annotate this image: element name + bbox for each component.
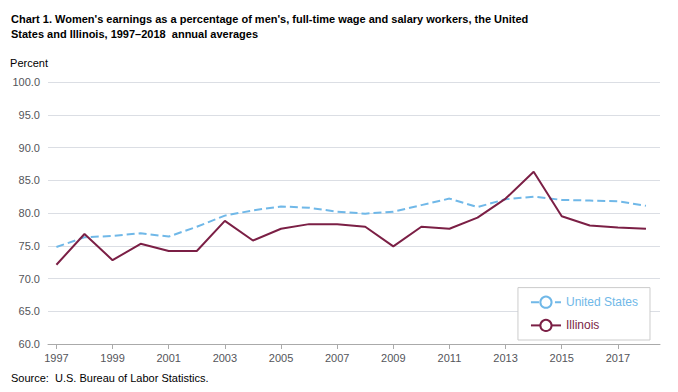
svg-text:1999: 1999 (100, 352, 124, 364)
svg-text:2017: 2017 (606, 352, 630, 364)
svg-text:60.0: 60.0 (19, 338, 40, 350)
svg-text:United States: United States (566, 295, 638, 309)
svg-text:65.0: 65.0 (19, 305, 40, 317)
svg-text:100.0: 100.0 (12, 76, 40, 88)
svg-text:2013: 2013 (493, 352, 517, 364)
svg-text:States and Illinois, 1997–2018: States and Illinois, 1997–2018 annual av… (11, 28, 258, 40)
svg-text:2003: 2003 (213, 352, 237, 364)
svg-text:95.0: 95.0 (19, 109, 40, 121)
svg-text:2015: 2015 (550, 352, 574, 364)
svg-text:2009: 2009 (381, 352, 405, 364)
svg-text:2007: 2007 (325, 352, 349, 364)
svg-text:80.0: 80.0 (19, 207, 40, 219)
svg-text:1997: 1997 (44, 352, 68, 364)
svg-text:85.0: 85.0 (19, 174, 40, 186)
svg-text:Source: U.S. Bureau of Labor: Source: U.S. Bureau of Labor Statistics. (11, 372, 208, 384)
svg-text:2005: 2005 (269, 352, 293, 364)
svg-text:Illinois: Illinois (566, 318, 599, 332)
svg-text:90.0: 90.0 (19, 142, 40, 154)
svg-text:Chart 1. Women's earnings as a: Chart 1. Women's earnings as a percentag… (11, 13, 528, 25)
svg-text:Percent: Percent (10, 57, 48, 69)
svg-text:70.0: 70.0 (19, 273, 40, 285)
svg-text:75.0: 75.0 (19, 240, 40, 252)
svg-text:2001: 2001 (156, 352, 180, 364)
svg-text:2011: 2011 (438, 352, 462, 364)
